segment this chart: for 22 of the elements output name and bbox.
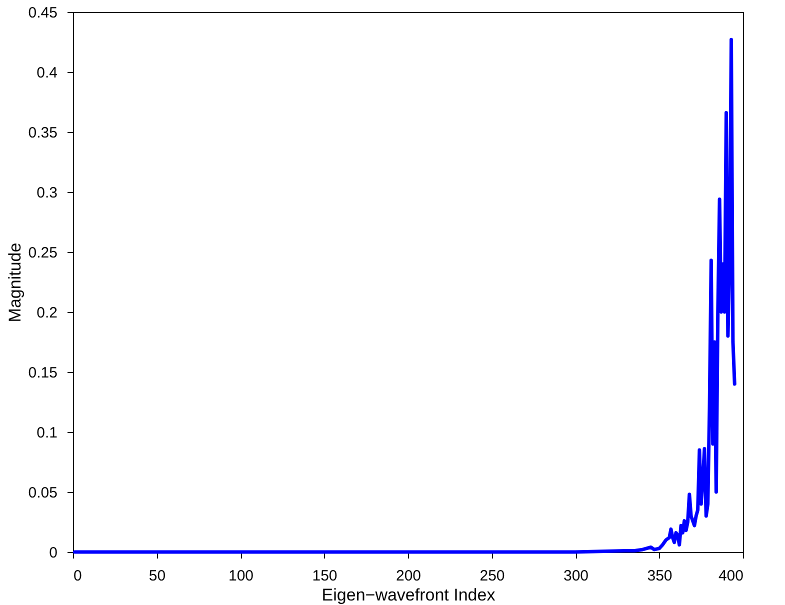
x-tick-label: 0 xyxy=(74,568,82,584)
y-tick-label: 0.05 xyxy=(28,484,58,502)
x-tick-label: 400 xyxy=(718,568,744,584)
x-tick-label: 200 xyxy=(396,568,422,584)
y-tick-label: 0.25 xyxy=(28,244,58,262)
x-tick-label: 300 xyxy=(563,568,589,584)
y-tick-label: 0.2 xyxy=(36,304,58,322)
line-series xyxy=(72,38,736,554)
x-tick-label: 350 xyxy=(647,568,672,584)
y-tick-label: 0.4 xyxy=(36,64,58,82)
x-axis-title: Eigen−wavefront Index xyxy=(322,586,496,604)
x-tick-label: 150 xyxy=(312,568,338,584)
y-tick-label: 0 xyxy=(49,544,58,562)
y-tick-label: 0.45 xyxy=(28,4,58,22)
y-tick-label: 0.1 xyxy=(36,424,58,442)
x-tick-label: 100 xyxy=(228,568,254,584)
x-tick-label: 250 xyxy=(480,568,505,584)
y-tick-label: 0.35 xyxy=(28,124,58,142)
y-tick-label: 0.3 xyxy=(36,184,58,202)
x-tick-label: 50 xyxy=(148,568,166,584)
y-tick-label: 0.15 xyxy=(28,364,58,382)
y-axis-title: Magnitude xyxy=(5,242,24,322)
